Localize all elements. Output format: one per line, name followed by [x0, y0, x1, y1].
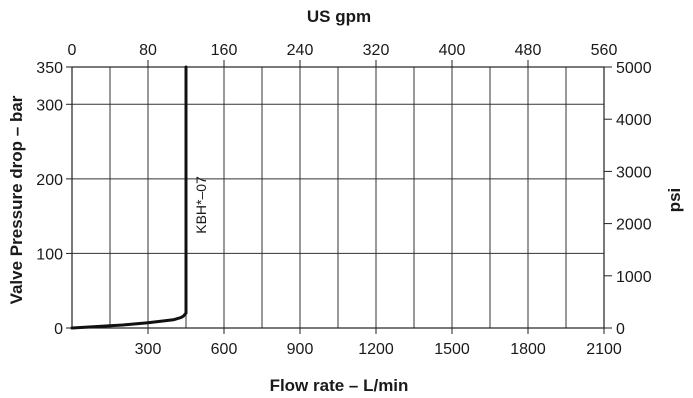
- top-tick-label: 480: [515, 42, 542, 59]
- left-tick-label: 350: [36, 60, 63, 77]
- plot-border: [71, 66, 605, 329]
- grid-lines: [72, 67, 604, 328]
- top-tick-label: 0: [68, 42, 77, 59]
- bottom-tick-label: 600: [211, 341, 238, 358]
- top-tick-label: 240: [287, 42, 314, 59]
- top-tick-label: 160: [211, 42, 238, 59]
- plot-frame: [71, 66, 605, 329]
- series-label: KBH*–07: [193, 176, 209, 234]
- bottom-tick-label: 1200: [358, 341, 394, 358]
- left-tick-label: 300: [36, 97, 63, 114]
- tick-labels: 300 600 900 1200 1500 1800 2100 0 100 200 300 350 0 1…: [36, 42, 651, 358]
- left-axis-title: Valve Pressure drop – bar: [7, 95, 26, 304]
- top-tick-label: 400: [439, 42, 466, 59]
- series-line: [70, 65, 188, 330]
- bottom-tick-label: 1800: [510, 341, 546, 358]
- right-tick-label: 3000: [616, 164, 652, 181]
- top-tick-label: 320: [363, 42, 390, 59]
- bottom-tick-label: 2100: [586, 341, 622, 358]
- data-series: KBH*–07: [70, 65, 209, 330]
- right-tick-label: 5000: [616, 60, 652, 77]
- right-tick-label: 2000: [616, 217, 652, 234]
- right-tick-label: 1000: [616, 269, 652, 286]
- bottom-tick-label: 300: [135, 341, 162, 358]
- left-tick-label: 0: [54, 321, 63, 338]
- right-axis-title: psi: [665, 188, 684, 213]
- right-tick-label: 0: [616, 321, 625, 338]
- top-tick-label: 560: [591, 42, 618, 59]
- left-tick-label: 200: [36, 172, 63, 189]
- bottom-axis-title: Flow rate – L/min: [270, 376, 409, 395]
- top-tick-label: 80: [139, 42, 157, 59]
- left-tick-label: 100: [36, 246, 63, 263]
- bottom-tick-label: 900: [287, 341, 314, 358]
- top-axis-title: US gpm: [307, 7, 371, 26]
- bottom-tick-label: 1500: [434, 341, 470, 358]
- right-tick-label: 4000: [616, 112, 652, 129]
